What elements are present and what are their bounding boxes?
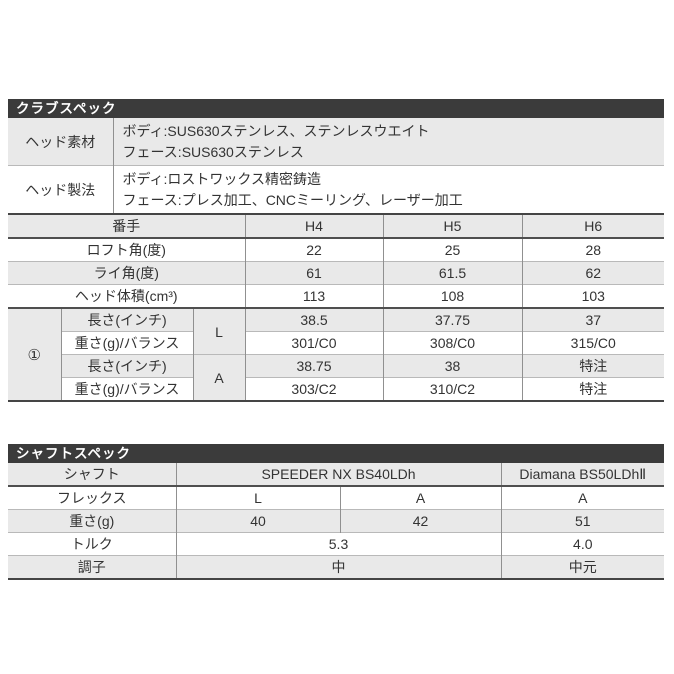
torque-speeder-cell: 5.3 — [175, 532, 502, 556]
flex-speeder-a-cell: A — [339, 485, 502, 510]
club-number-h4-cell: H4 — [244, 214, 383, 238]
head-method-value: ボディ:ロストワックス精密鋳造 フェース:プレス加工、CNCミーリング、レーザー… — [112, 165, 664, 213]
club-spec-title-bar: クラブスペック — [8, 99, 664, 118]
weight-a-h5-cell: 310/C2 — [382, 377, 522, 401]
volume-h4-cell: 113 — [244, 284, 383, 308]
club-spec-table: 番手 H4 H5 H6 ロフト角(度) 22 25 28 ライ角(度) 61 6… — [8, 213, 664, 402]
kickpoint-speeder-cell: 中 — [175, 555, 502, 579]
loft-h4-cell: 22 — [244, 237, 383, 262]
club-number-label: 番手 — [8, 214, 245, 238]
head-method-label: ヘッド製法 — [8, 165, 113, 213]
group-1-badge: ① — [8, 307, 61, 401]
kickpoint-row: 調子 中 中元 — [8, 555, 665, 579]
head-material-label: ヘッド素材 — [8, 118, 113, 166]
torque-row: トルク 5.3 4.0 — [8, 532, 665, 556]
length-l-row: ① 長さ(インチ) L 38.5 37.75 37 — [8, 307, 664, 401]
weight-a-h6-cell: 特注 — [521, 377, 664, 401]
club-number-h6-cell: H6 — [521, 214, 664, 238]
volume-row-label: ヘッド体積(cm³) — [8, 284, 245, 308]
shaft-spec-section: シャフトスペック シャフト SPEEDER NX BS40LDh Diamana… — [8, 444, 665, 580]
torque-row-label: トルク — [8, 532, 176, 556]
shaft-spec-title-bar: シャフトスペック — [8, 444, 664, 463]
head-method-face-line: フェース:プレス加工、CNCミーリング、レーザー加工 — [122, 191, 463, 208]
flex-speeder-l-cell: L — [175, 485, 340, 510]
weight-a-h4-cell: 303/C2 — [244, 377, 383, 401]
volume-h6-cell: 103 — [521, 284, 664, 308]
volume-h5-cell: 108 — [382, 284, 522, 308]
weight-a-label: 重さ(g)/バランス — [60, 377, 193, 401]
head-method-row: ヘッド製法 ボディ:ロストワックス精密鋳造 フェース:プレス加工、CNCミーリン… — [8, 165, 664, 213]
club-number-h5-cell: H5 — [382, 214, 522, 238]
club-spec-title: クラブスペック — [16, 101, 117, 116]
head-material-body-line: ボディ:SUS630ステンレス、ステンレスウエイト — [122, 122, 430, 139]
weight-l-row: 重さ(g)/バランス 301/C0 308/C0 315/C0 — [8, 331, 664, 355]
shaft-weight-speeder-l-cell: 40 — [175, 509, 340, 533]
volume-row: ヘッド体積(cm³) 113 108 103 — [8, 284, 664, 308]
flex-diamana-cell: A — [500, 485, 665, 510]
shaft-weight-row: 重さ(g) 40 42 51 — [8, 509, 665, 533]
length-a-h5-cell: 38 — [382, 354, 522, 378]
length-a-h4-cell: 38.75 — [244, 354, 383, 378]
shaft-name-speeder: SPEEDER NX BS40LDh — [175, 463, 502, 486]
lie-h6-cell: 62 — [521, 261, 664, 285]
shaft-weight-label: 重さ(g) — [8, 509, 176, 533]
loft-row-label: ロフト角(度) — [8, 237, 245, 262]
flex-row: フレックス L A A — [8, 485, 665, 510]
length-l-h5-cell: 37.75 — [382, 307, 522, 332]
length-a-row: 長さ(インチ) A 38.75 38 特注 — [8, 354, 664, 401]
flex-l-cell: L — [192, 307, 245, 355]
shaft-name-row: シャフト SPEEDER NX BS40LDh Diamana BS50LDhⅡ — [8, 463, 665, 486]
weight-l-h6-cell: 315/C0 — [521, 331, 664, 355]
lie-row: ライ角(度) 61 61.5 62 — [8, 261, 664, 285]
length-a-label: 長さ(インチ) — [60, 354, 193, 378]
lie-h5-cell: 61.5 — [382, 261, 522, 285]
length-l-label: 長さ(インチ) — [60, 307, 193, 332]
shaft-spec-title: シャフトスペック — [16, 446, 132, 461]
weight-l-h5-cell: 308/C0 — [382, 331, 522, 355]
club-number-row: 番手 H4 H5 H6 — [8, 214, 664, 238]
flex-row-label: フレックス — [8, 485, 176, 510]
shaft-spec-table: シャフト SPEEDER NX BS40LDh Diamana BS50LDhⅡ… — [8, 463, 665, 580]
shaft-row-label: シャフト — [8, 463, 176, 486]
loft-h5-cell: 25 — [382, 237, 522, 262]
torque-diamana-cell: 4.0 — [500, 532, 665, 556]
head-material-row: ヘッド素材 ボディ:SUS630ステンレス、ステンレスウエイト フェース:SUS… — [8, 118, 664, 166]
club-spec-section: クラブスペック ヘッド素材 ボディ:SUS630ステンレス、ステンレスウエイト … — [8, 99, 664, 402]
lie-row-label: ライ角(度) — [8, 261, 245, 285]
shaft-weight-speeder-a-cell: 42 — [339, 509, 502, 533]
loft-h6-cell: 28 — [521, 237, 664, 262]
weight-l-h4-cell: 301/C0 — [244, 331, 383, 355]
head-method-body-line: ボディ:ロストワックス精密鋳造 — [122, 170, 322, 187]
kickpoint-diamana-cell: 中元 — [500, 555, 665, 579]
kickpoint-row-label: 調子 — [8, 555, 176, 579]
weight-a-row: 重さ(g)/バランス 303/C2 310/C2 特注 — [8, 377, 664, 401]
lie-h4-cell: 61 — [244, 261, 383, 285]
weight-l-label: 重さ(g)/バランス — [60, 331, 193, 355]
shaft-weight-diamana-cell: 51 — [500, 509, 665, 533]
length-l-h4-cell: 38.5 — [244, 307, 383, 332]
flex-a-cell: A — [192, 354, 245, 401]
loft-row: ロフト角(度) 22 25 28 — [8, 237, 664, 262]
head-material-face-line: フェース:SUS630ステンレス — [122, 143, 304, 160]
length-l-h6-cell: 37 — [521, 307, 664, 332]
length-a-h6-cell: 特注 — [521, 354, 664, 378]
head-material-table: ヘッド素材 ボディ:SUS630ステンレス、ステンレスウエイト フェース:SUS… — [8, 118, 664, 213]
head-material-value: ボディ:SUS630ステンレス、ステンレスウエイト フェース:SUS630ステン… — [112, 118, 664, 166]
shaft-name-diamana: Diamana BS50LDhⅡ — [500, 463, 665, 486]
